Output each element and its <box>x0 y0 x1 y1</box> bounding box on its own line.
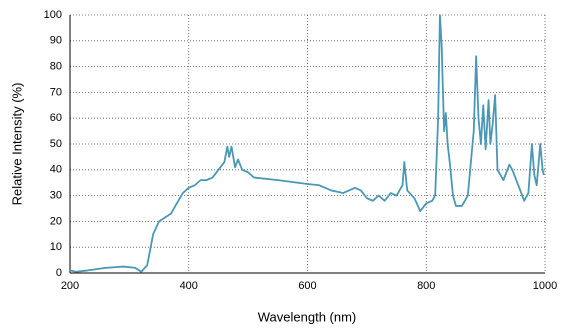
x-tick-label: 200 <box>61 280 79 292</box>
x-tick-label: 1000 <box>533 280 557 292</box>
y-tick-label: 70 <box>50 86 62 98</box>
y-tick-label: 30 <box>50 190 62 202</box>
y-tick-label: 50 <box>50 138 62 150</box>
y-tick-label: 10 <box>50 241 62 253</box>
x-tick-label: 600 <box>298 280 316 292</box>
spectrum-line <box>69 14 545 273</box>
y-tick-label: 0 <box>56 267 62 279</box>
y-tick-label: 80 <box>50 61 62 73</box>
y-tick-label: 20 <box>50 215 62 227</box>
x-tick-label: 400 <box>180 280 198 292</box>
y-tick-label: 100 <box>44 9 62 21</box>
y-tick-label: 60 <box>50 112 62 124</box>
x-axis-label: Wavelength (nm) <box>258 309 357 324</box>
x-tick-label: 800 <box>417 280 435 292</box>
y-tick-label: 90 <box>50 35 62 47</box>
y-tick-label: 40 <box>50 164 62 176</box>
y-axis-label: Relative Intensity (%) <box>9 83 24 206</box>
